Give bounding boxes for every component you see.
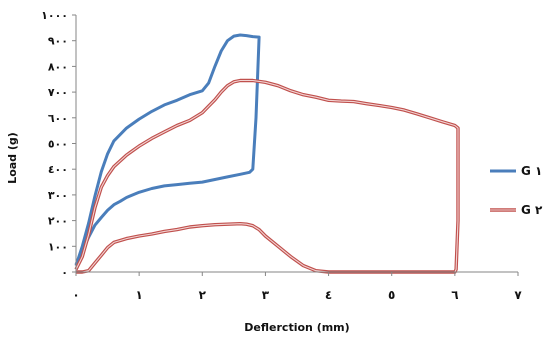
x-axis-title: Deflerction (mm) [244,321,349,334]
x-tick-label: ٠ [72,288,79,302]
y-tick-label: ٦٠٠ [48,112,68,125]
x-tick-label: ٤ [325,288,332,302]
axes-layer: ٠ ١٠٠ ٢٠٠ ٣٠٠ ٤٠٠ ٥٠٠ ٦٠٠ ٧٠٠ ٨٠٠ ٩٠٠ ١٠٠٠ ٠ ١ ٢ ٣ ٤ ٥ ٦ ٧ [41,9,522,302]
series-1-line [74,33,261,267]
x-tick-label: ٦ [451,288,458,302]
x-tick-label: ٣ [262,288,270,302]
x-tick-label: ٧ [514,288,522,302]
y-tick-label: ٠ [61,266,68,279]
series-layer [74,33,460,274]
series-1-stroke [74,33,261,267]
legend-label: G ٢ [521,203,543,217]
y-axis-title: Load (g) [6,132,19,184]
x-tick-label: ١ [135,288,142,302]
x-tick-label: ٥ [388,288,395,302]
y-tick-label: ٣٠٠ [48,189,68,202]
legend: G ١ G ٢ [490,164,543,217]
y-tick-label: ٩٠٠ [48,35,68,48]
y-tick-label: ٤٠٠ [48,163,68,176]
y-tick-label: ٥٠٠ [48,138,68,151]
series-2-line [74,78,460,274]
y-tick-label: ٨٠٠ [48,60,68,73]
legend-label: G ١ [521,164,542,178]
legend-entry-2: G ٢ [490,203,543,217]
x-tick-label: ٢ [199,288,207,302]
y-tick-label: ١٠٠ [48,240,68,253]
y-tick-label: ١٠٠٠ [41,9,68,22]
series-2-inner-stroke [75,79,459,273]
y-tick-label: ٢٠٠ [48,215,68,228]
legend-entry-1: G ١ [490,164,542,178]
y-tick-label: ٧٠٠ [48,86,68,99]
